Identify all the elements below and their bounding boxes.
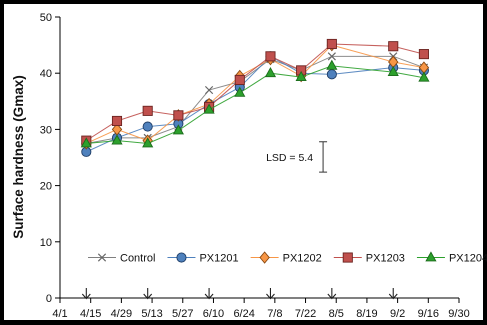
x-tick-label: 4/15 xyxy=(80,308,101,320)
x-tick-label: 5/13 xyxy=(141,308,162,320)
data-point-px1204 xyxy=(387,65,399,76)
x-tick-label: 5/27 xyxy=(172,308,193,320)
legend-label-control: Control xyxy=(120,253,155,265)
legend-item-px1203: PX1203 xyxy=(333,252,405,265)
legend-item-px1202: PX1202 xyxy=(250,251,322,265)
data-point-px1201 xyxy=(142,121,153,132)
x-tick-label: 4/1 xyxy=(52,308,67,320)
x-tick-label: 6/24 xyxy=(233,308,254,320)
data-point-px1203 xyxy=(173,110,184,121)
data-point-px1204 xyxy=(111,134,123,145)
data-point-px1204 xyxy=(234,86,246,97)
y-tick-label: 40 xyxy=(40,68,52,80)
legend: Control PX1201 PX1202 PX1203 PX1204 xyxy=(88,251,487,265)
data-point-px1204 xyxy=(264,66,277,78)
data-point-px1201 xyxy=(326,69,337,80)
data-point-px1204 xyxy=(80,137,92,148)
data-point-px1203 xyxy=(418,49,429,60)
down-arrow-icon xyxy=(388,288,398,300)
legend-label-px1204: PX1204 xyxy=(449,253,487,265)
legend-marker-px1203 xyxy=(342,252,353,263)
data-point-px1203 xyxy=(142,105,153,116)
series-layer xyxy=(80,38,430,157)
legend-marker-control xyxy=(97,253,107,262)
data-point-px1204 xyxy=(418,71,430,82)
y-tick-label: 30 xyxy=(40,124,52,136)
down-arrow-icon xyxy=(81,288,91,300)
data-point-px1203 xyxy=(388,41,399,52)
x-tick-label: 7/22 xyxy=(295,308,316,320)
x-tick-label: 9/30 xyxy=(448,308,469,320)
data-point-px1204 xyxy=(172,124,184,135)
x-tick-label: 4/29 xyxy=(111,308,132,320)
annotation-layer: LSD = 5.4 xyxy=(266,141,328,173)
plot-background xyxy=(4,4,483,320)
data-point-control xyxy=(204,85,214,95)
legend-marker-px1202 xyxy=(259,251,270,264)
legend-label-px1203: PX1203 xyxy=(366,253,405,265)
data-point-px1203 xyxy=(234,74,245,85)
data-point-px1204 xyxy=(203,103,215,114)
data-point-px1203 xyxy=(111,115,123,127)
x-tick-label: 9/2 xyxy=(390,308,405,320)
y-axis-label: Surface hardness (Gmax) xyxy=(11,75,26,239)
data-point-px1204 xyxy=(326,59,338,70)
y-tick-label: 0 xyxy=(46,293,52,305)
y-tick-label: 10 xyxy=(40,237,52,249)
lsd-label: LSD = 5.4 xyxy=(266,152,313,164)
x-tick-label: 6/10 xyxy=(203,308,224,320)
y-tick-label: 50 xyxy=(40,12,52,24)
down-arrow-icon xyxy=(143,288,153,300)
legend-item-control: Control xyxy=(88,253,155,265)
axes: 0 10 20 30 40 50 4/1 4/15 4/29 5/13 5/27 6/10 6/24 7/… xyxy=(40,12,470,320)
legend-marker-px1201 xyxy=(176,252,187,263)
x-tick-label: 8/5 xyxy=(329,308,344,320)
legend-label-px1201: PX1201 xyxy=(199,253,238,265)
x-tick-label: 7/8 xyxy=(267,308,282,320)
series-px1204 xyxy=(80,59,430,148)
data-point-px1204 xyxy=(142,137,154,148)
legend-item-px1204: PX1204 xyxy=(416,251,487,265)
data-point-control xyxy=(327,52,336,61)
down-arrow-icon xyxy=(327,288,337,300)
data-point-px1203 xyxy=(265,51,276,62)
x-tick-label: 8/19 xyxy=(356,308,377,320)
legend-marker-px1204 xyxy=(425,251,437,262)
data-point-px1204 xyxy=(295,70,307,82)
y-tick-label: 20 xyxy=(40,181,52,193)
legend-item-px1201: PX1201 xyxy=(167,252,239,265)
x-tick-label: 9/16 xyxy=(418,308,439,320)
down-arrow-icon xyxy=(266,288,275,300)
data-point-px1203 xyxy=(326,38,337,50)
legend-label-px1202: PX1202 xyxy=(283,253,322,265)
down-arrow-icon xyxy=(204,288,214,300)
